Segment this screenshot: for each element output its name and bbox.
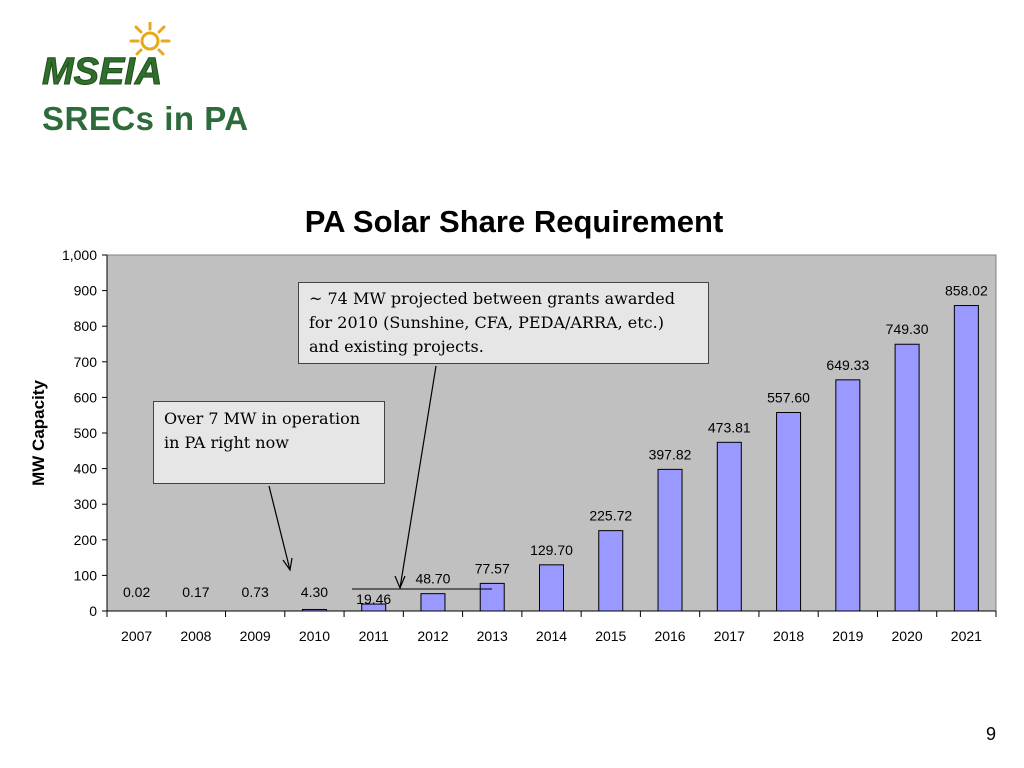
- data-label: 557.60: [767, 389, 810, 405]
- x-tick-label: 2017: [714, 628, 745, 644]
- x-tick-label: 2019: [832, 628, 863, 644]
- x-tick-label: 2010: [299, 628, 330, 644]
- data-label: 0.02: [123, 584, 150, 600]
- value-labels: 0.02 0.17 0.73 4.30 19.46 48.70 77.57 129.70 225…: [123, 283, 988, 608]
- x-tick-label: 2009: [240, 628, 271, 644]
- bar: [776, 411, 802, 612]
- callout-connector-top: [399, 365, 437, 589]
- data-label: 19.46: [356, 591, 391, 607]
- bar: [953, 305, 979, 612]
- x-tick-label: 2014: [536, 628, 567, 644]
- x-tick-label: 2015: [595, 628, 626, 644]
- bar: [894, 343, 920, 612]
- page-number: 9: [985, 724, 996, 744]
- x-tick-label: 2012: [417, 628, 448, 644]
- arrowhead-top: [394, 575, 406, 590]
- x-tick-label: 2021: [951, 628, 982, 644]
- y-axis-label: MW Capacity: [29, 380, 48, 486]
- bar: [361, 603, 387, 612]
- bar: [835, 379, 861, 612]
- data-label: 397.82: [649, 446, 692, 462]
- slide-title: SRECs in PA: [42, 100, 249, 137]
- y-tick-label: 700: [74, 354, 98, 370]
- callout-connector-left: [268, 485, 291, 571]
- callout-operation-now: Over 7 MW in operation in PA right now: [153, 401, 385, 484]
- data-label: 129.70: [530, 542, 573, 558]
- y-tick-label: 800: [74, 318, 98, 334]
- data-label: 0.73: [242, 584, 269, 600]
- x-tick-label: 2013: [477, 628, 508, 644]
- x-tick-label: 2016: [654, 628, 685, 644]
- callout-projected-grants: ~ 74 MW projected between grants awarded…: [298, 282, 709, 364]
- x-tick-label: 2011: [359, 628, 389, 644]
- axes: 0 100 200 300 400 500 600 700 800 900 1,000 2007 200…: [62, 247, 997, 644]
- bar: [716, 441, 742, 612]
- annotation-lines: [268, 365, 492, 590]
- y-tick-label: 400: [74, 461, 98, 477]
- y-tick-label: 1,000: [62, 247, 97, 263]
- data-label: 749.30: [886, 321, 929, 337]
- x-tick-label: 2008: [180, 628, 211, 644]
- data-label: 225.72: [589, 508, 632, 524]
- y-tick-label: 300: [74, 496, 98, 512]
- sun-icon: [129, 22, 171, 56]
- y-tick-label: 100: [74, 567, 98, 583]
- data-label: 858.02: [945, 283, 988, 299]
- x-tick-label: 2018: [773, 628, 804, 644]
- bar: [479, 582, 505, 612]
- mseia-logo: MSEIA: [42, 22, 171, 90]
- bar: [539, 564, 564, 612]
- y-tick-label: 200: [74, 532, 98, 548]
- data-label: 77.57: [475, 560, 510, 576]
- data-label: 4.30: [301, 584, 328, 600]
- y-tick-label: 600: [74, 389, 98, 405]
- arrowhead-left: [282, 557, 293, 572]
- bar: [657, 468, 683, 612]
- bar: [598, 530, 624, 612]
- y-tick-label: 500: [74, 425, 98, 441]
- data-label: 0.17: [182, 584, 209, 600]
- data-label: 48.70: [415, 571, 450, 587]
- x-tick-label: 2020: [892, 628, 923, 644]
- x-tick-label: 2007: [121, 628, 152, 644]
- y-tick-label: 900: [74, 283, 98, 299]
- logo-text: MSEIA: [42, 51, 162, 90]
- data-label: 649.33: [826, 357, 869, 373]
- data-label: 473.81: [708, 419, 751, 435]
- chart-title: PA Solar Share Requirement: [305, 204, 724, 239]
- y-tick-label: 0: [89, 603, 97, 619]
- bars: [301, 305, 979, 612]
- bar: [420, 593, 446, 612]
- bar: [301, 608, 327, 612]
